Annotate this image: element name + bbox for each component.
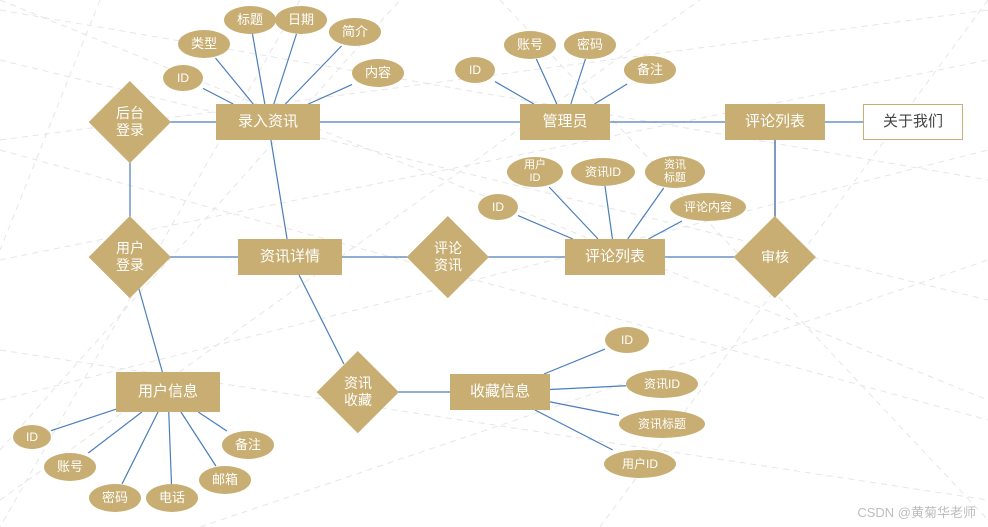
er-ellipse-a_id1: ID	[163, 65, 203, 91]
er-ellipse-a_upwd: 密码	[89, 484, 141, 512]
er-diamond-n_audit: 审核	[735, 229, 815, 285]
er-ellipse-a_fntit: 资讯标题	[619, 410, 705, 438]
er-diamond-n_backlogin: 后台 登录	[90, 94, 170, 150]
er-ellipse-a_title: 标题	[224, 6, 276, 34]
watermark: CSDN @黄菊华老师	[857, 502, 976, 521]
er-ellipse-a_fid: ID	[605, 327, 649, 353]
er-ellipse-a_note: 备注	[624, 56, 676, 84]
er-diamond-n_userlogin: 用户 登录	[90, 229, 170, 285]
er-rect-n_newsdetail: 资讯详情	[238, 239, 342, 275]
er-rect-n_about: 关于我们	[863, 104, 963, 140]
er-ellipse-a_cid: ID	[478, 194, 518, 220]
er-ellipse-a_date: 日期	[275, 6, 327, 34]
er-rect-n_commentL1: 评论列表	[725, 104, 825, 140]
er-ellipse-a_newsid: 资讯ID	[571, 158, 635, 186]
er-ellipse-a_aid: ID	[455, 57, 495, 83]
er-ellipse-a_content: 内容	[352, 59, 404, 87]
er-rect-n_favinfo: 收藏信息	[450, 374, 550, 410]
er-ellipse-a_unote: 备注	[222, 431, 274, 459]
er-ellipse-a_email: 邮箱	[199, 466, 251, 494]
er-rect-n_userinfo: 用户信息	[116, 372, 220, 412]
er-ellipse-a_intro: 简介	[329, 18, 381, 46]
er-ellipse-a_acct: 账号	[504, 31, 556, 59]
er-ellipse-a_ccontent: 评论内容	[670, 193, 746, 221]
er-ellipse-a_fuid: 用户ID	[604, 450, 676, 478]
er-ellipse-a_uacct: 账号	[44, 453, 96, 481]
er-ellipse-a_uid: 用户 ID	[507, 157, 563, 187]
er-rect-n_enternews: 录入资讯	[216, 104, 320, 140]
er-ellipse-a_fnid: 资讯ID	[626, 370, 698, 398]
er-ellipse-a_uiid: ID	[13, 425, 51, 449]
er-ellipse-a_tel: 电话	[146, 484, 198, 512]
er-diamond-n_commentnews: 评论 资讯	[408, 229, 488, 285]
er-ellipse-a_newstit: 资讯 标题	[645, 156, 705, 188]
er-rect-n_commentL2: 评论列表	[565, 239, 665, 275]
er-ellipse-a_pwd: 密码	[564, 31, 616, 59]
er-diamond-n_newsfav: 资讯 收藏	[318, 364, 398, 420]
er-ellipse-a_type: 类型	[178, 30, 230, 58]
er-rect-n_admin: 管理员	[520, 104, 610, 140]
